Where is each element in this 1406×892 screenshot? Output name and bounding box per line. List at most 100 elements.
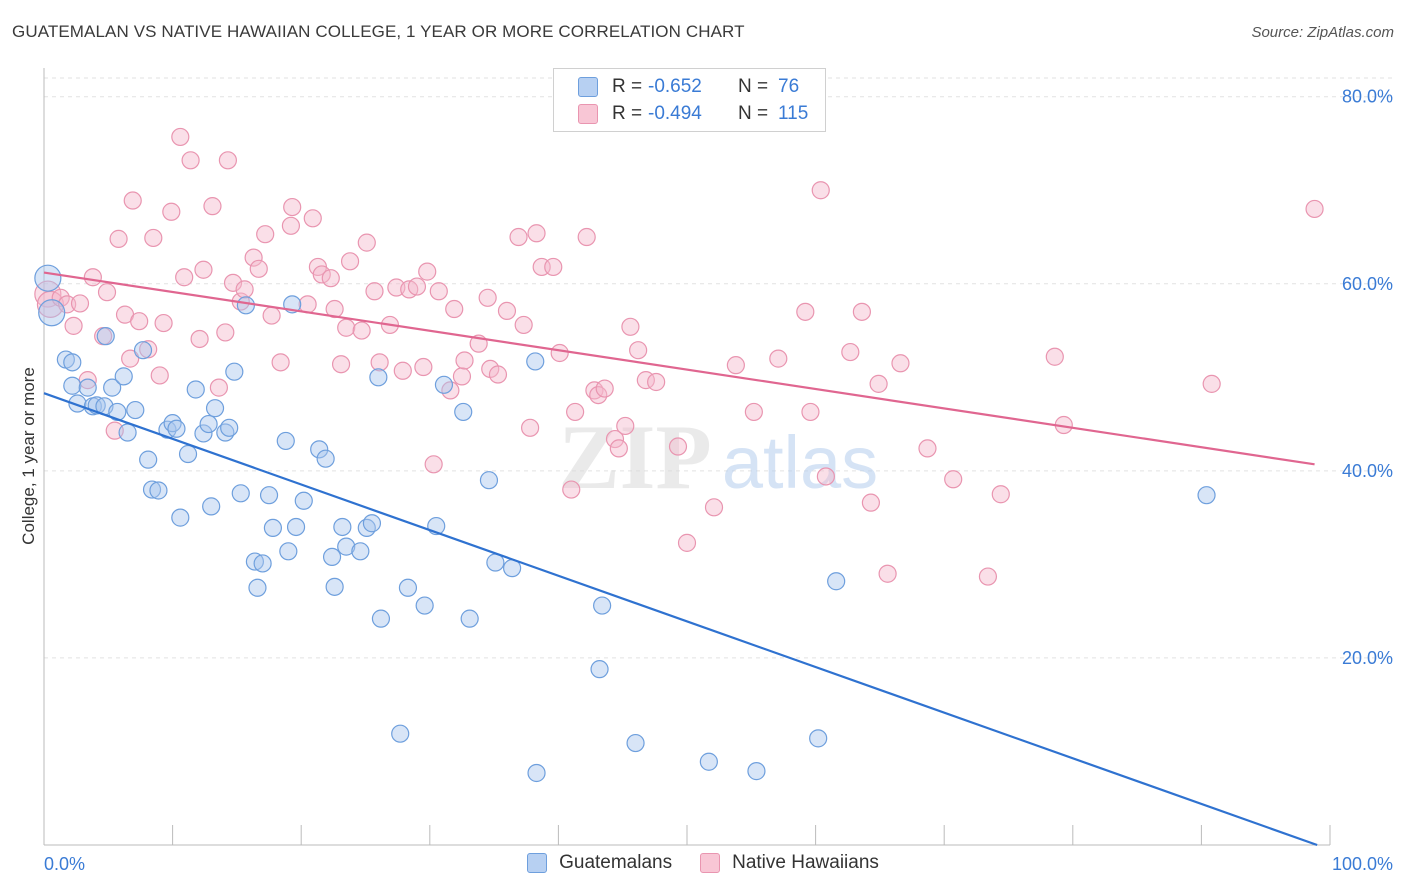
native-hawaiian-point <box>514 315 533 335</box>
tick-labels: 20.0% 40.0% 60.0% 80.0% 0.0% 100.0% <box>44 87 1393 874</box>
native-hawaiian-point <box>1045 347 1064 366</box>
guatemalan-point <box>351 542 370 561</box>
guatemalan-point <box>171 508 190 527</box>
guatemalan-point <box>236 296 256 315</box>
native-hawaiian-point <box>414 357 433 377</box>
native-hawaiian-point <box>497 301 517 321</box>
native-hawaiian-point <box>801 402 820 422</box>
guatemalan-point <box>276 431 295 451</box>
guatemalan-point <box>415 596 434 615</box>
guatemalan-point <box>34 264 62 292</box>
native-hawaiian-point <box>139 340 158 359</box>
native-hawaiian-point <box>478 288 497 307</box>
native-hawaiian-point <box>393 361 412 380</box>
series-guatemalans <box>34 264 1216 783</box>
native-hawaiian-point <box>677 533 697 552</box>
native-hawaiian-point <box>488 365 508 384</box>
watermark: ZIP atlas <box>558 406 878 508</box>
native-hawaiian-point <box>744 402 763 422</box>
guatemalan-point <box>186 380 205 399</box>
guatemalan-point <box>231 484 250 503</box>
native-hawaiian-point <box>811 181 830 200</box>
native-hawaiian-point <box>83 268 102 287</box>
guatemalan-point <box>454 402 473 422</box>
guatemalan-point <box>809 729 828 748</box>
trend-lines <box>43 271 1318 847</box>
native-hawaiian-point <box>418 262 437 281</box>
y-tick-label: 80.0% <box>1342 87 1393 107</box>
guatemalan-point <box>590 660 609 679</box>
native-hawaiian-point <box>429 282 448 301</box>
guatemalan-point <box>205 399 225 418</box>
legend-r-value: -0.652 <box>648 76 702 97</box>
native-hawaiian-point <box>321 269 340 288</box>
legend-n-value: 76 <box>778 76 800 97</box>
guatemalan-point <box>63 376 82 395</box>
native-hawaiian-point <box>577 227 596 247</box>
native-hawaiian-point <box>609 439 628 458</box>
guatemalan-point <box>126 400 145 420</box>
native-hawaiian-point <box>262 306 281 325</box>
native-hawaiian-point <box>816 467 835 486</box>
x-tick-label: 100.0% <box>1332 854 1393 874</box>
watermark-atlas: atlas <box>722 421 878 504</box>
native-hawaiian-point <box>209 378 228 397</box>
native-hawaiian-point <box>51 288 70 307</box>
native-hawaiian-point <box>424 455 443 474</box>
native-hawaiian-point <box>978 567 998 586</box>
y-axis-label: College, 1 year or more <box>19 367 38 545</box>
native-hawaiian-point <box>407 277 427 296</box>
native-hawaiian-point <box>194 260 213 279</box>
native-hawaiian-point <box>527 224 546 243</box>
guatemalan-point <box>371 609 391 628</box>
native-hawaiian-point <box>123 191 142 210</box>
native-hawaiian-point <box>109 229 128 248</box>
native-hawaiian-point <box>455 351 474 370</box>
guatemalan-point <box>103 378 122 397</box>
legend-row-native-hawaiians: R = -0.494 N = 115 <box>578 101 808 127</box>
native-hawaiian-point <box>271 353 290 372</box>
guatemalan-point <box>398 578 418 597</box>
native-hawaiian-point <box>509 227 528 247</box>
native-hawaiian-point <box>616 416 635 436</box>
guatemalan-point <box>253 554 272 573</box>
guatemalan-point <box>333 517 352 537</box>
series-legend: Guatemalans Native Hawaiians <box>0 852 1406 874</box>
guatemalan-point <box>337 537 356 556</box>
native-hawaiian-point <box>144 228 163 248</box>
guatemalan-point <box>391 724 410 743</box>
y-tick-label: 60.0% <box>1342 274 1393 294</box>
guatemalan-point <box>167 419 186 438</box>
native-hawaiian-point <box>1305 199 1324 219</box>
guatemalan-point <box>133 341 153 360</box>
native-hawaiian-point <box>58 295 77 314</box>
native-hawaiian-point <box>337 318 356 337</box>
correlation-legend: R = -0.652 N = 76 R = -0.494 N = 115 <box>553 68 826 132</box>
native-hawaiian-point <box>249 259 268 278</box>
guatemalan-point <box>747 762 766 781</box>
guatemalan-point <box>279 542 298 561</box>
native-hawaiian-point <box>171 127 190 147</box>
y-tick-label: 20.0% <box>1342 648 1393 668</box>
trend-line-native-hawaiians <box>43 271 1315 466</box>
guatemalan-point <box>460 609 479 628</box>
native-hawaiian-point <box>852 302 871 321</box>
native-hawaiian-point <box>521 418 540 437</box>
native-hawaiian-point <box>704 498 724 517</box>
guatemalan-point <box>294 491 313 510</box>
guatemalan-point <box>369 368 388 387</box>
legend-item-native-hawaiians: Native Hawaiians <box>700 852 879 874</box>
native-hawaiian-point <box>769 349 788 368</box>
guatemalan-point <box>248 578 267 597</box>
guatemalan-point <box>479 471 499 490</box>
native-hawaiian-point <box>566 402 585 422</box>
guatemalan-point <box>593 596 612 615</box>
native-hawaiian-point <box>605 429 625 449</box>
legend-label-guatemalans: Guatemalans <box>559 852 673 873</box>
guatemalan-point <box>114 367 133 386</box>
native-hawaiian-point <box>562 480 581 499</box>
legend-r-value: -0.494 <box>648 103 702 124</box>
native-hawaiian-point <box>64 316 83 335</box>
guatemalan-point <box>178 444 198 464</box>
native-hawaiian-point <box>97 283 117 302</box>
